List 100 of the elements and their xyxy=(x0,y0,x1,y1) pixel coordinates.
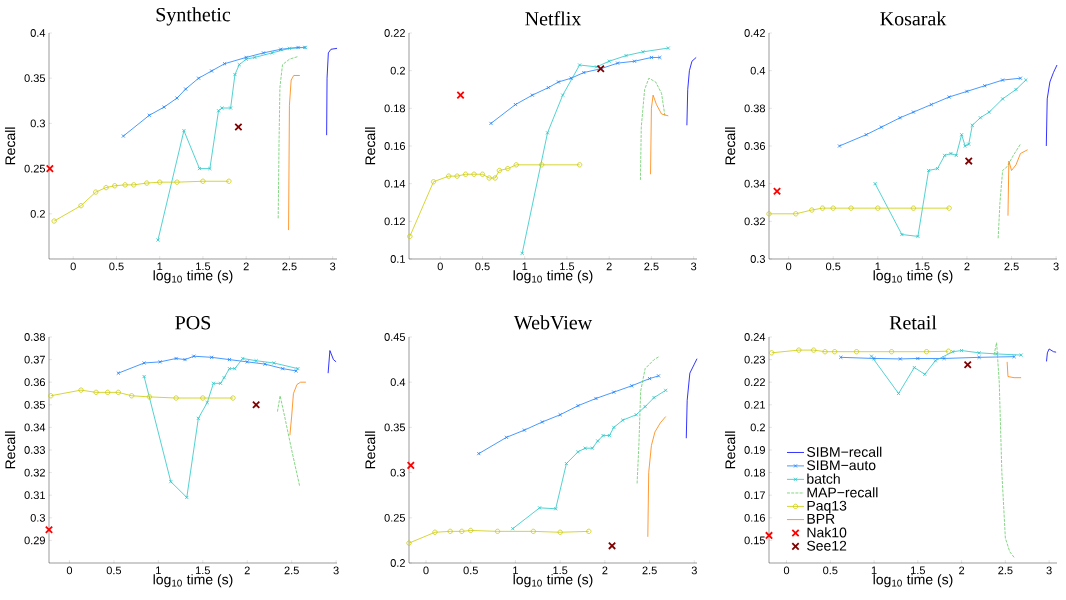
y-tick-label: 0.17 xyxy=(744,491,765,500)
point xyxy=(432,529,438,535)
point xyxy=(977,355,982,360)
point xyxy=(577,63,582,67)
x-tick-label: 0.5 xyxy=(109,262,124,271)
legend-label: BPR xyxy=(807,514,835,524)
point xyxy=(175,96,179,101)
point xyxy=(832,349,838,355)
y-tick-label: 0.15 xyxy=(744,536,766,545)
point xyxy=(898,356,903,361)
point xyxy=(122,182,128,188)
y-tick-label: 0.34 xyxy=(24,423,46,432)
point xyxy=(222,61,227,66)
point xyxy=(207,166,212,171)
point xyxy=(522,428,527,433)
y-tick-label: 0.3 xyxy=(30,119,45,128)
y-tick-label: 0.36 xyxy=(24,378,45,387)
y-tick-label: 0.4 xyxy=(390,378,406,387)
chart-title: Netflix xyxy=(525,11,582,26)
point xyxy=(830,205,836,211)
line-series xyxy=(327,350,337,374)
x-tick-label: 1.5 xyxy=(915,262,930,271)
point xyxy=(468,527,474,534)
y-tick-label: 0.37 xyxy=(24,355,45,364)
x-tick-label: 1.5 xyxy=(560,262,575,271)
point xyxy=(1000,96,1005,101)
point xyxy=(184,495,189,500)
point xyxy=(205,400,210,405)
x-tick-label: 0.5 xyxy=(106,566,122,575)
point xyxy=(898,115,903,120)
line-series xyxy=(288,75,301,231)
point xyxy=(611,425,616,430)
y-axis-title: Recall xyxy=(724,431,736,469)
point xyxy=(853,349,860,355)
y-tick-label: 0.12 xyxy=(384,217,405,226)
y-axis-title: Recall xyxy=(364,127,376,165)
x-tick-label: 0 xyxy=(70,262,76,271)
point xyxy=(977,350,982,355)
y-tick-label: 0.16 xyxy=(384,142,406,150)
point xyxy=(911,110,916,115)
point xyxy=(963,360,972,369)
x-tick-label: 0.5 xyxy=(823,566,838,575)
point xyxy=(93,389,99,395)
point xyxy=(446,173,452,179)
y-tick-label: 0.25 xyxy=(384,513,406,522)
point xyxy=(537,505,542,510)
point xyxy=(492,175,498,181)
y-tick-label: 0.38 xyxy=(24,333,45,341)
point xyxy=(232,72,237,77)
line-series xyxy=(1007,149,1028,217)
y-tick-label: 0.32 xyxy=(744,217,765,226)
point xyxy=(912,365,917,370)
point xyxy=(486,175,492,181)
x-tick-label: 1 xyxy=(157,262,163,271)
x-tick-label: 0 xyxy=(786,262,792,271)
point xyxy=(819,205,826,211)
point xyxy=(923,349,930,355)
point xyxy=(611,390,616,395)
x-tick-label: 2.5 xyxy=(644,262,659,271)
point xyxy=(218,381,223,386)
point xyxy=(929,102,934,107)
point xyxy=(796,347,802,353)
line-series xyxy=(650,94,669,175)
x-tick-label: 1 xyxy=(156,566,161,575)
point xyxy=(607,433,612,438)
point xyxy=(252,400,261,409)
point xyxy=(632,59,637,64)
x-tick-label: 1 xyxy=(871,566,877,575)
x-tick-label: 0.5 xyxy=(826,262,841,271)
x-tick-label: 0 xyxy=(783,566,790,575)
point xyxy=(103,184,109,191)
point xyxy=(793,211,799,217)
point xyxy=(965,89,969,94)
point xyxy=(772,187,782,196)
point xyxy=(926,168,931,173)
point xyxy=(634,412,639,417)
point xyxy=(647,376,652,381)
y-tick-label: 0.31 xyxy=(24,491,45,500)
point xyxy=(237,62,242,67)
point xyxy=(287,46,292,51)
point xyxy=(546,85,551,90)
y-tick-label: 0.4 xyxy=(30,29,46,37)
point xyxy=(553,506,558,511)
y-axis-title: Recall xyxy=(364,431,376,469)
point xyxy=(649,55,654,60)
point xyxy=(296,45,301,50)
point xyxy=(181,128,186,133)
point xyxy=(540,420,545,424)
x-tick-label: 0 xyxy=(66,566,73,575)
x-tick-label: 1.5 xyxy=(196,262,211,271)
x-tick-label: 2.5 xyxy=(282,262,297,271)
y-tick-label: 0.14 xyxy=(384,179,406,188)
point xyxy=(942,356,947,361)
point xyxy=(1000,78,1005,83)
point xyxy=(822,349,828,355)
point xyxy=(191,354,196,359)
point xyxy=(157,179,163,185)
point xyxy=(607,59,612,64)
point xyxy=(556,80,561,84)
point xyxy=(959,132,964,137)
